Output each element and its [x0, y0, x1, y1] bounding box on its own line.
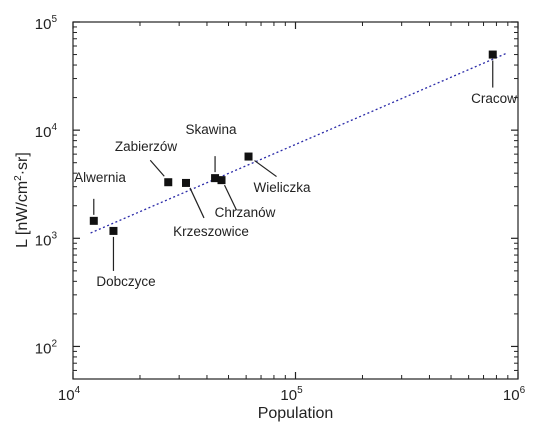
- data-point: [164, 178, 173, 187]
- leader-line: [254, 160, 277, 178]
- y-tick-label: 105: [35, 14, 58, 33]
- data-point: [488, 50, 497, 59]
- point-label: Alwernia: [74, 170, 126, 185]
- data-point: [217, 176, 226, 185]
- point-label: Cracow: [471, 91, 517, 106]
- point-labels: Alwernia Dobczyce Zabierzów Krzeszowice Skaw…: [74, 91, 517, 289]
- point-label: Chrzanów: [215, 205, 276, 220]
- axis-ticks: 104 105 106 102 103 104 105: [35, 14, 526, 404]
- y-tick-label: 104: [35, 122, 58, 141]
- trend-line: [90, 52, 509, 234]
- y-axis-label-main: L [nW/cm: [14, 181, 31, 248]
- leader-line: [189, 187, 205, 219]
- y-tick-label: 103: [35, 230, 58, 249]
- point-label: Zabierzów: [115, 139, 178, 154]
- y-axis-label-rest: ·sr]: [14, 152, 31, 175]
- x-axis-label: Population: [258, 405, 334, 422]
- data-point: [181, 178, 190, 187]
- data-point: [211, 174, 220, 183]
- point-label: Wieliczka: [253, 180, 310, 195]
- leader-line: [223, 184, 238, 211]
- y-axis-label: L [nW/cm2·sr]: [13, 152, 31, 248]
- plot-frame: [72, 21, 519, 380]
- label-leader-lines: [93, 60, 494, 271]
- leader-line: [149, 159, 165, 177]
- data-point: [244, 152, 253, 161]
- point-label: Skawina: [185, 122, 237, 137]
- y-tick-label: 102: [35, 338, 58, 357]
- x-tick-label: 104: [58, 385, 81, 404]
- x-tick-label: 105: [280, 385, 303, 404]
- point-label: Dobczyce: [96, 274, 155, 289]
- data-point: [109, 226, 118, 235]
- point-label: Krzeszowice: [173, 224, 249, 239]
- data-point: [89, 216, 98, 225]
- y-axis-label-superscript: 2: [13, 175, 24, 181]
- data-markers: [89, 50, 497, 235]
- x-tick-label: 106: [503, 385, 526, 404]
